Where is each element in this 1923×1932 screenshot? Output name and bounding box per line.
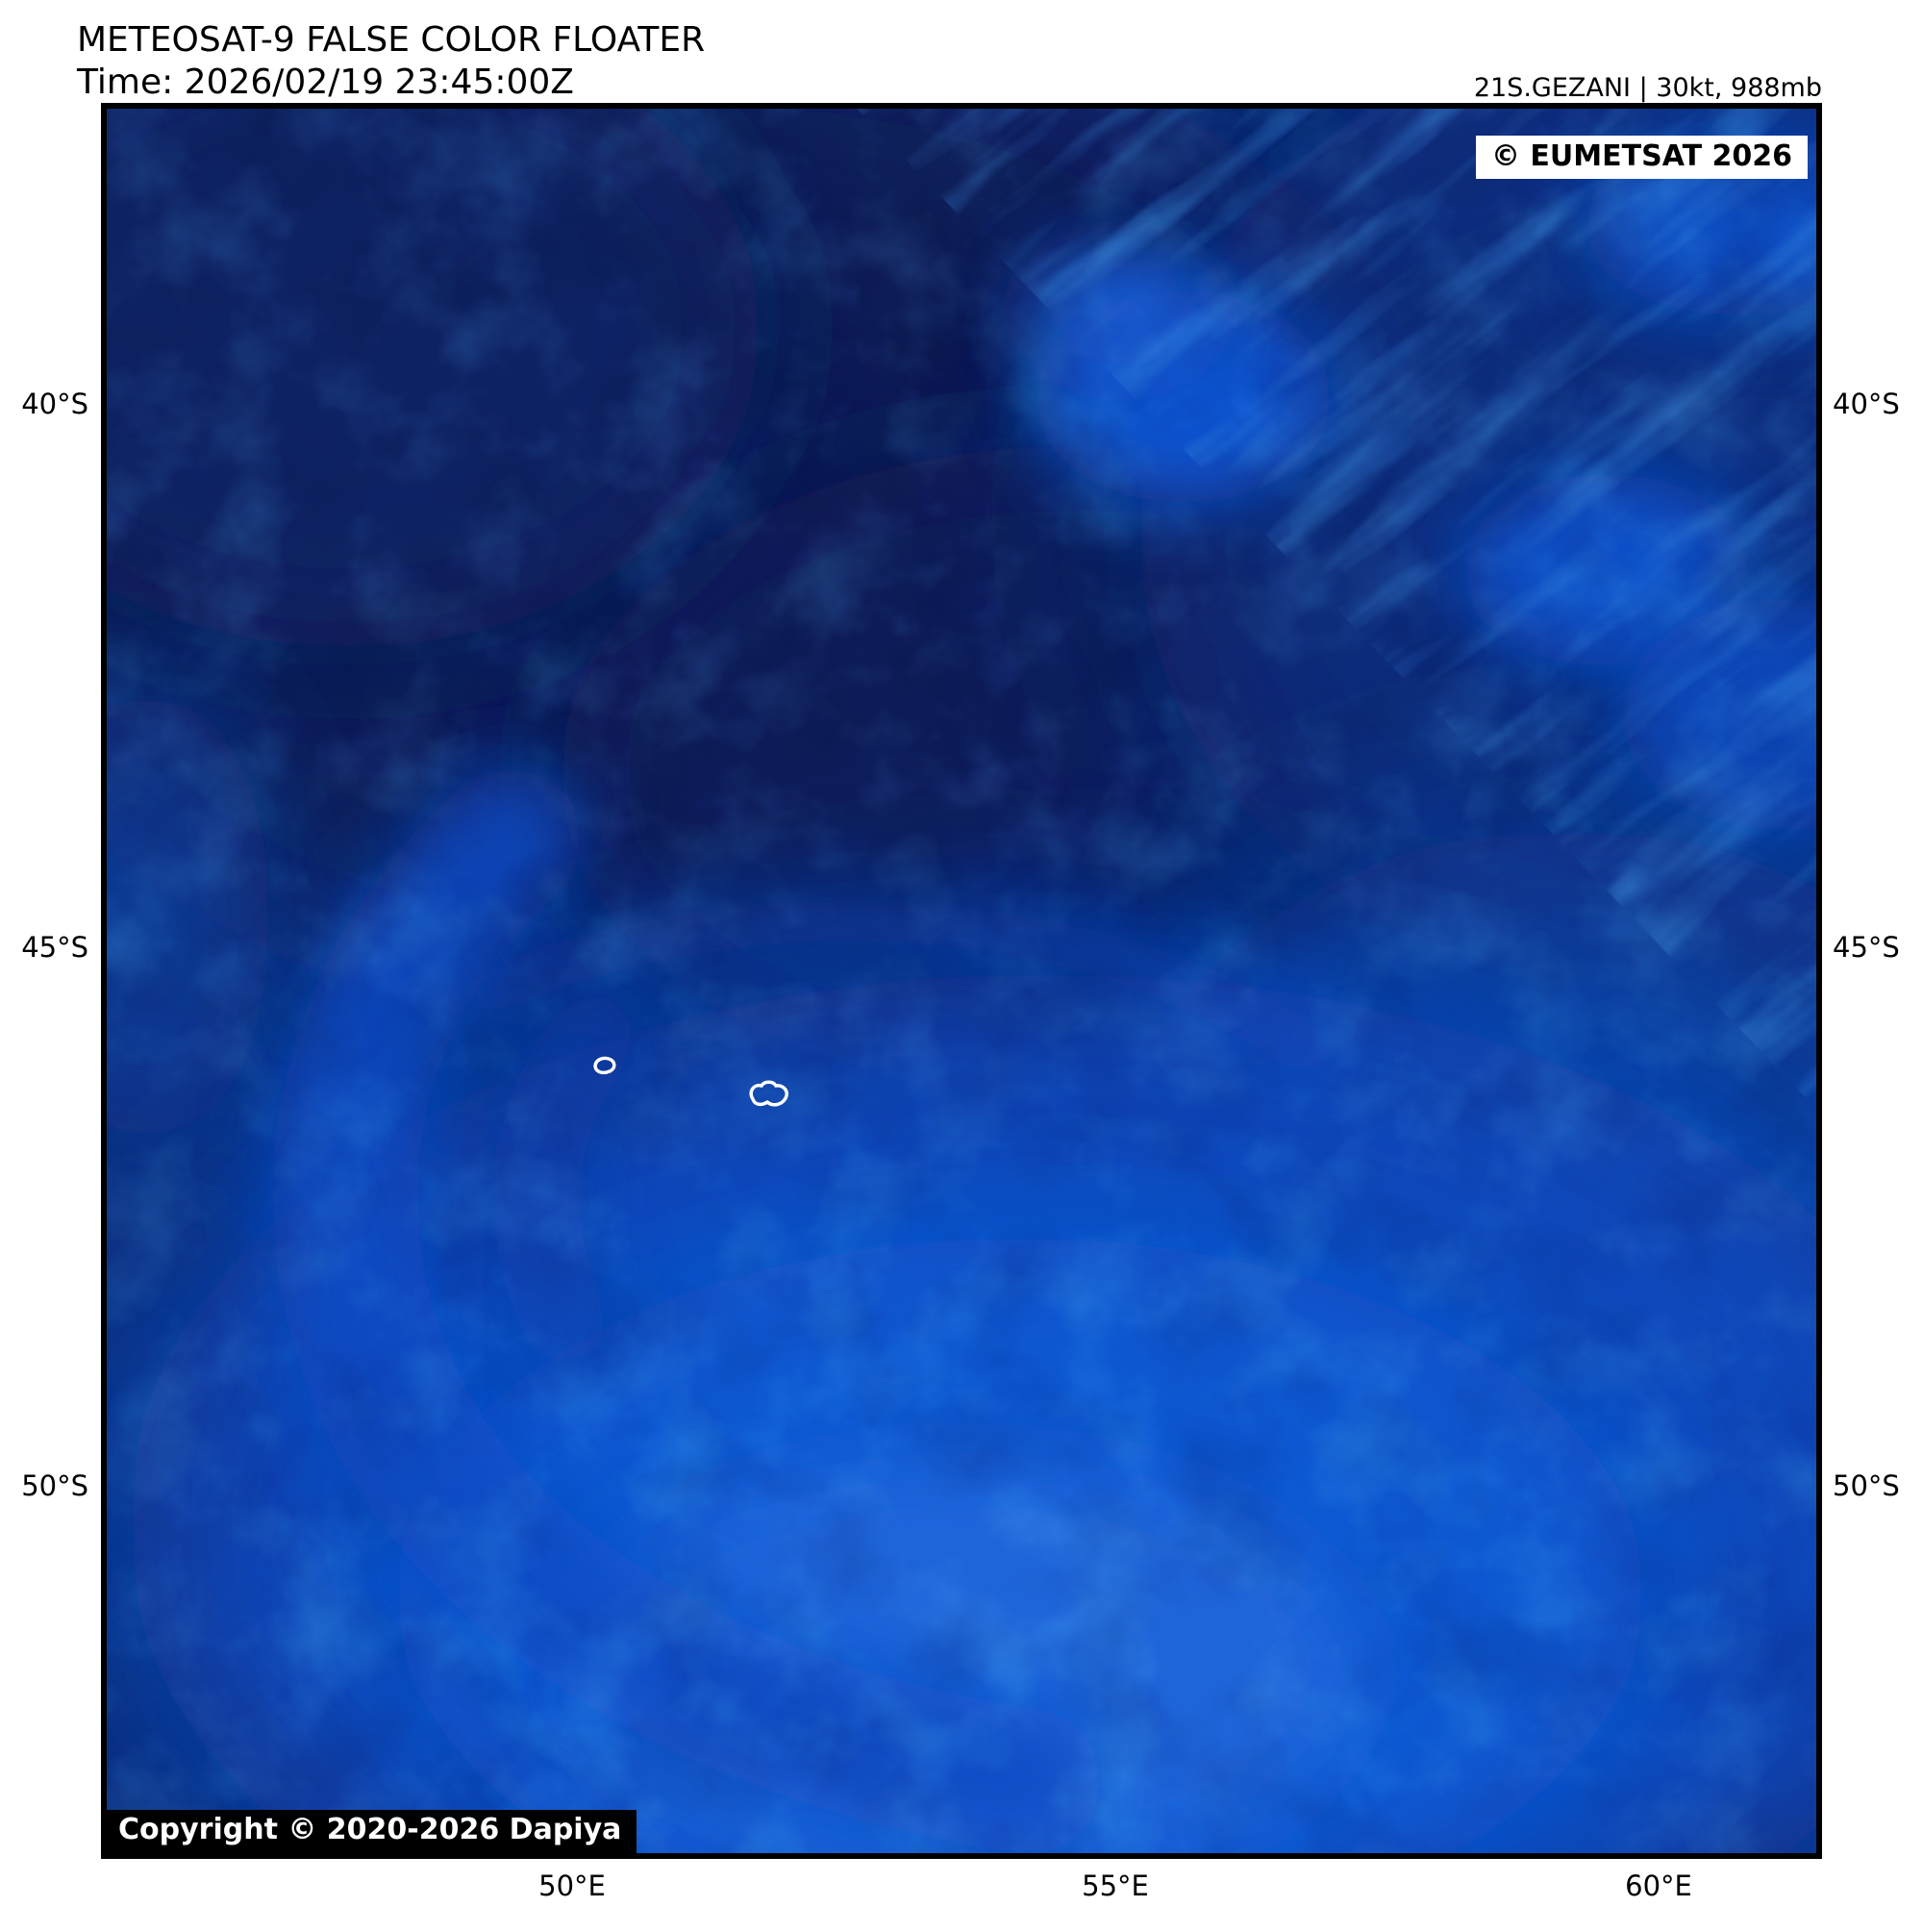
island-outline-east [749, 1080, 788, 1107]
island-outline-west [593, 1056, 616, 1075]
storm-info-label: 21S.GEZANI | 30kt, 988mb [1473, 73, 1822, 103]
lat-tick-right-50s: 50°S [1833, 1469, 1900, 1502]
lon-tick-55e: 55°E [1082, 1869, 1149, 1902]
lat-tick-right-40s: 40°S [1833, 388, 1900, 420]
lat-tick-left-50s: 50°S [21, 1469, 88, 1502]
image-timestamp: Time: 2026/02/19 23:45:00Z [77, 63, 574, 102]
lat-tick-left-45s: 45°S [21, 931, 88, 964]
page-title: METEOSAT-9 FALSE COLOR FLOATER [77, 20, 706, 60]
provider-badge: © EUMETSAT 2026 [1475, 136, 1808, 179]
lat-tick-right-45s: 45°S [1833, 931, 1900, 964]
satellite-cloud-scene [107, 109, 1816, 1853]
satellite-image-panel: © EUMETSAT 2026 Copyright © 2020-2026 Da… [101, 103, 1822, 1859]
copyright-badge: Copyright © 2020-2026 Dapiya [107, 1810, 637, 1853]
cloud-noise-dark [107, 109, 1816, 1853]
lon-tick-50e: 50°E [538, 1869, 606, 1902]
lat-tick-left-40s: 40°S [21, 388, 88, 420]
lon-tick-60e: 60°E [1625, 1869, 1692, 1902]
